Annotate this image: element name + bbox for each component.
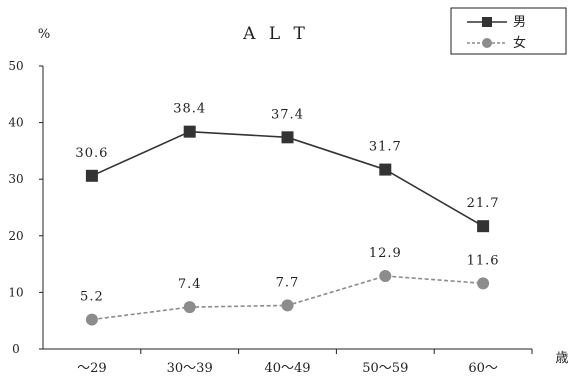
x-axis-ticks: ～29 30～39 40～49 50～59 60～ — [77, 349, 533, 376]
legend-label-female: 女 — [513, 35, 526, 51]
data-label: 12.9 — [369, 246, 402, 261]
legend: 男 女 — [450, 7, 567, 55]
y-tick-label: 0 — [12, 342, 20, 356]
data-label: 31.7 — [369, 140, 402, 155]
data-point-square — [281, 131, 294, 144]
data-point-square — [477, 220, 490, 233]
y-tick-label: 50 — [8, 59, 23, 73]
x-tick-label: 40～49 — [264, 361, 310, 376]
data-label: 30.6 — [75, 146, 108, 161]
series-female: 5.2 7.4 7.7 12.9 11.6 — [80, 246, 500, 326]
data-label: 37.4 — [271, 107, 304, 122]
data-point-circle — [85, 313, 98, 326]
y-tick-label: 20 — [8, 229, 23, 243]
data-label: 7.4 — [178, 277, 202, 292]
series-line — [91, 130, 484, 227]
data-point-square — [85, 169, 98, 182]
y-tick-label: 30 — [8, 172, 23, 186]
data-label: 11.6 — [467, 253, 500, 268]
data-label: 38.4 — [173, 102, 206, 117]
legend-marker-female — [482, 38, 492, 48]
data-label: 7.7 — [276, 275, 300, 290]
data-point-square — [183, 125, 196, 138]
legend-box — [450, 7, 567, 55]
y-tick-label: 40 — [8, 116, 23, 130]
chart-title: A L T — [242, 24, 309, 44]
legend-label-male: 男 — [513, 15, 526, 30]
x-tick-label: ～29 — [77, 361, 107, 376]
data-point-square — [379, 163, 392, 176]
y-tick-label: 10 — [8, 285, 23, 299]
legend-marker-male — [482, 17, 492, 27]
data-point-circle — [379, 269, 392, 282]
data-label: 5.2 — [80, 290, 104, 305]
series-layer: 30.6 38.4 37.4 31.7 21.7 5.2 7.4 7.7 12.9 11.6 — [75, 102, 499, 326]
x-tick-label: 60～ — [468, 361, 498, 376]
series-male: 30.6 38.4 37.4 31.7 21.7 — [75, 102, 499, 233]
data-point-circle — [477, 277, 490, 290]
y-axis-ticks: 0 10 20 30 40 50 — [8, 59, 43, 356]
y-axis-unit-label: % — [38, 27, 50, 42]
x-axis-unit-label: 歳 — [555, 351, 568, 366]
x-tick-label: 50～59 — [362, 361, 408, 376]
x-tick-label: 30～39 — [167, 361, 213, 376]
data-point-circle — [183, 301, 196, 314]
data-point-circle — [281, 299, 294, 312]
data-label: 21.7 — [467, 196, 500, 211]
